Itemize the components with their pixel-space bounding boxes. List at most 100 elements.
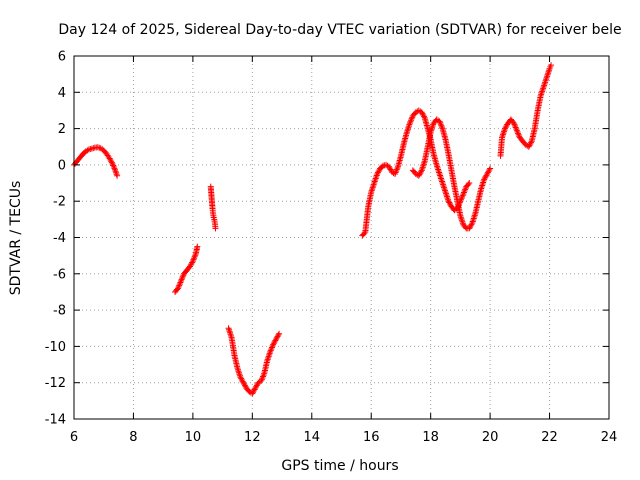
data-point: [386, 163, 393, 170]
data-point: [258, 377, 265, 384]
data-point: [241, 382, 248, 389]
data-point: [438, 124, 445, 131]
series-seg4: [225, 325, 283, 397]
data-point: [527, 139, 534, 146]
x-tick-label: 24: [601, 430, 618, 445]
data-point: [446, 200, 453, 207]
data-point: [186, 263, 193, 270]
data-point: [418, 168, 425, 175]
data-point: [176, 280, 183, 287]
data-point: [415, 172, 422, 179]
y-tick-label: -10: [45, 340, 66, 355]
data-point: [420, 113, 427, 120]
data-point: [267, 348, 274, 355]
data-point: [481, 175, 488, 182]
data-point: [176, 282, 183, 289]
data-point: [238, 375, 245, 382]
data-point: [466, 225, 473, 232]
data-point: [513, 127, 520, 134]
data-point: [407, 118, 414, 125]
x-tick-label: 22: [541, 430, 558, 445]
y-tick-label: 2: [58, 122, 66, 137]
chart-title: Day 124 of 2025, Sidereal Day-to-day VTE…: [58, 22, 621, 38]
y-tick-label: 4: [58, 86, 66, 101]
data-point: [460, 190, 467, 197]
data-point: [179, 273, 186, 280]
data-point: [513, 125, 520, 132]
data-point: [238, 376, 245, 383]
data-point: [462, 186, 469, 193]
data-point: [252, 385, 259, 392]
data-point: [501, 125, 508, 132]
data-point: [394, 165, 401, 172]
data-point: [250, 389, 257, 396]
data-point: [482, 173, 489, 180]
data-point: [503, 122, 510, 129]
data-point: [466, 180, 473, 187]
y-tick-label: -8: [53, 304, 66, 319]
data-point: [484, 169, 491, 176]
series-seg1: [71, 144, 121, 179]
data-point: [276, 330, 283, 337]
data-point: [191, 255, 198, 262]
data-point: [192, 252, 199, 259]
data-point: [241, 381, 248, 388]
y-tick-label: -2: [53, 195, 66, 210]
y-tick-label: -14: [45, 413, 66, 428]
y-tick-label: 6: [58, 50, 66, 65]
data-point: [253, 382, 260, 389]
series-seg3: [207, 183, 219, 232]
series-seg6: [409, 116, 494, 232]
data-point: [446, 199, 453, 206]
data-point: [110, 163, 117, 170]
data-point: [527, 141, 534, 148]
data-point: [417, 170, 424, 177]
data-point: [187, 262, 194, 269]
x-tick-label: 12: [244, 430, 261, 445]
data-point: [108, 158, 115, 165]
data-point: [268, 345, 275, 352]
data-point: [107, 156, 114, 163]
data-point: [361, 230, 368, 237]
data-point: [419, 110, 426, 117]
data-point: [386, 165, 393, 172]
data-point: [178, 276, 185, 283]
data-point: [445, 198, 452, 205]
data-point: [108, 159, 115, 166]
data-point: [418, 109, 425, 116]
data-point: [175, 285, 182, 292]
data-point: [387, 166, 394, 173]
data-point: [111, 165, 118, 172]
data-point: [253, 383, 260, 390]
data-point: [487, 165, 494, 172]
data-point: [392, 169, 399, 176]
data-point: [273, 334, 280, 341]
y-tick-label: -6: [53, 267, 66, 282]
data-point: [260, 373, 267, 380]
y-axis-label: SDTVAR / TECUs: [8, 181, 24, 296]
data-point: [420, 111, 427, 118]
data-point: [416, 171, 423, 178]
data-point: [190, 256, 197, 263]
series-seg7: [497, 62, 555, 159]
data-point: [438, 122, 445, 129]
series-seg2: [172, 243, 201, 295]
data-point: [110, 162, 117, 169]
data-point: [548, 62, 555, 69]
data-point: [374, 170, 381, 177]
data-point: [106, 155, 113, 162]
data-point: [260, 372, 267, 379]
data-point: [259, 374, 266, 381]
data-point: [375, 168, 382, 175]
data-point: [269, 343, 276, 350]
data-point: [486, 166, 493, 173]
data-point: [273, 336, 280, 343]
data-point: [460, 189, 467, 196]
data-point: [526, 142, 533, 149]
data-point: [251, 386, 258, 393]
data-point: [188, 260, 195, 267]
data-point: [525, 143, 532, 150]
y-tick-label: -12: [45, 376, 66, 391]
x-tick-label: 10: [185, 430, 202, 445]
